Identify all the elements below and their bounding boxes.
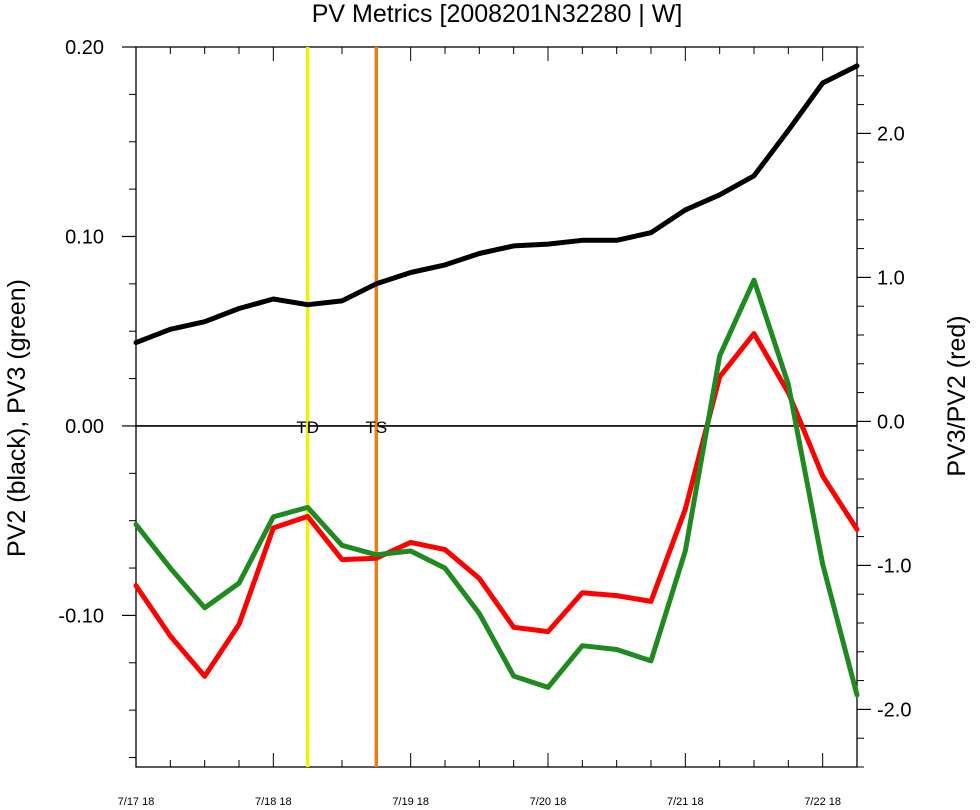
pv3-pv2-ratio-line <box>133 331 860 679</box>
x-tick-label: 7/18 18 <box>255 796 292 805</box>
x-tick-label: 7/20 18 <box>530 796 567 805</box>
plot-area: 0.20 0.10 0.00 -0.10 2.0 1.0 0.0 -1.0 -2.0 7/17 1… <box>58 37 911 808</box>
chart-title: PV Metrics [2008201N32280 | W] <box>312 0 683 28</box>
plot-frame <box>135 46 858 768</box>
right-tick-label: 1.0 <box>877 267 905 289</box>
left-tick-label: -0.10 <box>58 605 104 627</box>
x-tick-label: 7/17 18 <box>118 796 155 805</box>
left-tick-label: 0.10 <box>65 226 104 248</box>
right-tick-label: 0.0 <box>877 411 905 433</box>
pv3-line <box>133 277 860 698</box>
left-tick-label: 0.20 <box>65 37 104 59</box>
right-tick-label: 2.0 <box>877 123 905 145</box>
pv2-line <box>133 63 860 346</box>
right-axis-label: PV3/PV2 (red) <box>943 315 971 476</box>
left-tick-label: 0.00 <box>65 416 104 438</box>
x-tick-label: 7/21 18 <box>667 796 704 805</box>
right-tick-label: -2.0 <box>877 699 911 721</box>
event-label-td: TD <box>296 418 319 437</box>
right-tick-label: -1.0 <box>877 555 911 577</box>
left-axis-label: PV2 (black), PV3 (green) <box>3 279 31 557</box>
x-tick-label: 7/19 18 <box>392 796 429 805</box>
event-label-ts: TS <box>365 418 387 437</box>
x-tick-label: 7/22 18 <box>804 796 841 805</box>
